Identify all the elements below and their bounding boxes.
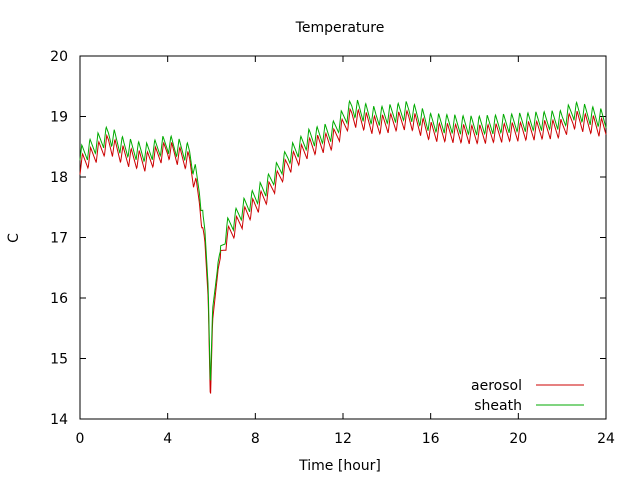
x-tick-label: 16 (422, 431, 440, 447)
plot-frame (79, 55, 607, 420)
x-tick-label: 8 (251, 431, 260, 447)
x-axis-label: Time [hour] (298, 458, 381, 474)
x-tick-label: 20 (509, 431, 527, 447)
x-tick-label: 24 (597, 431, 615, 447)
chart-title: Temperature (295, 20, 385, 36)
series-lines (79, 99, 607, 394)
axis-tick-labels: 0 4 8 12 16 20 24 14 15 16 17 18 19 20 (50, 49, 615, 447)
y-tick-label: 14 (50, 412, 68, 428)
series-line-sheath (79, 99, 607, 381)
legend: aerosol sheath (471, 378, 584, 414)
x-tick-label: 0 (76, 431, 85, 447)
y-tick-label: 20 (50, 49, 68, 65)
y-tick-label: 17 (50, 231, 68, 247)
legend-label-sheath: sheath (474, 398, 522, 414)
y-tick-label: 16 (50, 291, 68, 307)
series-line-aerosol (79, 107, 607, 394)
y-tick-label: 15 (50, 352, 68, 368)
legend-label-aerosol: aerosol (471, 378, 522, 394)
y-axis-label: C (6, 233, 22, 243)
x-tick-label: 4 (163, 431, 172, 447)
axis-ticks (79, 55, 607, 420)
y-tick-label: 18 (50, 170, 68, 186)
y-tick-label: 19 (50, 110, 68, 126)
x-tick-label: 12 (334, 431, 352, 447)
